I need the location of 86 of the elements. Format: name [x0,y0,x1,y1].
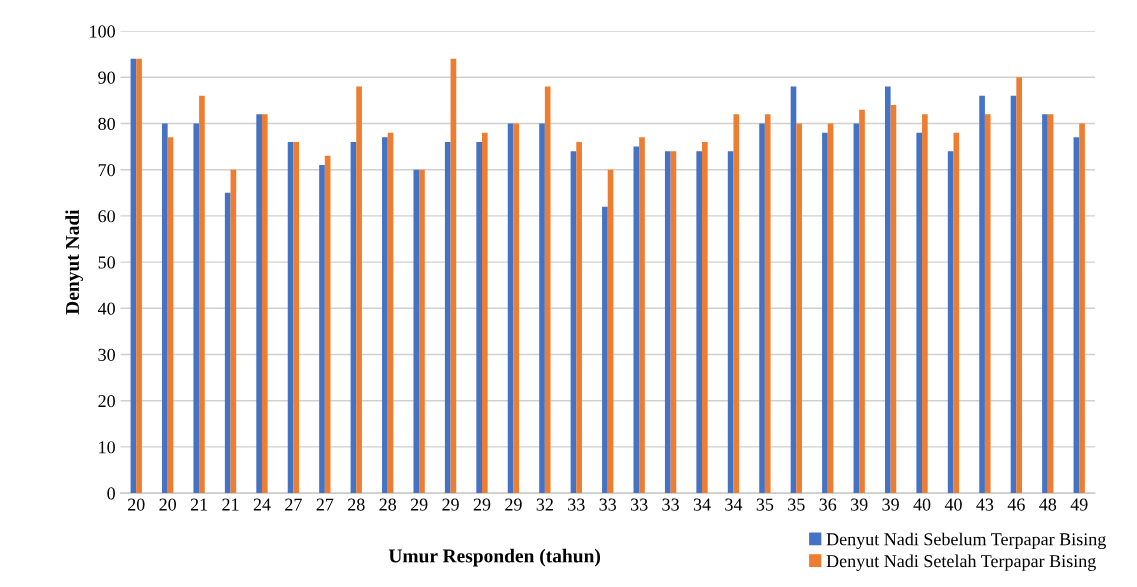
legend-label: Denyut Nadi Setelah Terpapar Bising [826,554,1096,571]
bar [356,86,362,494]
bar [884,86,891,494]
x-tick-label: 20 [159,498,177,511]
bar [413,169,420,494]
bar [382,137,388,494]
bar [759,123,765,494]
bar [319,165,325,494]
y-tick-label: 90 [98,71,115,84]
x-axis-title: Umur Responden (tahun) [388,548,600,567]
bar [1042,114,1048,494]
bar [193,123,200,494]
y-tick-label: 30 [98,348,115,361]
bar [576,141,582,494]
bar [1079,123,1085,494]
x-tick-label: 35 [788,498,805,511]
x-tick-label: 46 [1007,498,1025,511]
x-tick-label: 27 [285,498,302,511]
x-tick-label: 33 [662,498,679,511]
bar [764,114,771,494]
x-tick-label: 39 [851,498,868,511]
x-tick-label: 33 [568,498,585,511]
x-tick-label: 28 [379,498,397,511]
x-tick-label: 32 [536,498,553,511]
bar [261,114,268,494]
x-tick-label: 36 [819,498,837,511]
x-tick-label: 35 [756,498,774,511]
y-tick-label: 60 [98,210,115,223]
x-tick-label: 29 [505,498,522,511]
bar [979,95,985,494]
bar [702,141,708,494]
y-tick-label: 40 [97,302,115,315]
x-tick-label: 40 [944,498,962,511]
bar [482,132,488,494]
x-tick-label: 29 [442,498,459,511]
bar [984,114,991,494]
bar [733,114,740,494]
y-tick-label: 20 [98,394,115,408]
x-tick-label: 39 [882,498,899,511]
bar [1016,77,1023,494]
bar [544,86,551,494]
bar [444,141,451,494]
x-tick-label: 40 [913,498,931,511]
bar [602,206,608,494]
bar [539,123,545,494]
bar [822,132,828,494]
legend-label: Denyut Nadi Sebelum Terpapar Bising [826,532,1106,550]
x-tick-label: 27 [316,498,334,511]
bar [696,151,703,494]
bar [256,114,262,494]
bar [136,58,142,494]
bar [953,132,960,494]
y-tick-label: 100 [90,25,115,38]
x-tick-label: 34 [725,498,743,511]
x-tick-label: 29 [473,498,491,511]
x-tick-label: 49 [1070,498,1088,511]
x-tick-label: 48 [1039,498,1057,511]
x-tick-label: 33 [630,498,648,511]
x-tick-label: 34 [693,498,711,511]
x-tick-label: 20 [128,498,145,511]
x-tick-label: 29 [410,498,428,511]
bar [476,141,482,494]
x-tick-label: 21 [222,498,239,511]
bar [916,132,923,494]
x-tick-label: 33 [599,498,617,511]
x-tick-label: 24 [253,498,271,511]
bar [224,192,231,494]
bar [859,109,865,494]
bar [293,141,300,494]
y-tick-label: 0 [107,487,115,500]
bar [199,95,205,494]
bar [922,114,928,494]
x-tick-label: 43 [976,498,994,511]
bar [639,137,645,494]
y-tick-label: 50 [98,256,115,269]
y-axis-title: Denyut Nadi [65,209,84,315]
y-tick-label: 80 [98,117,115,130]
x-tick-label: 28 [348,498,365,511]
bar [419,169,425,494]
bar [796,123,802,494]
bar [664,151,671,494]
y-tick-label: 70 [98,163,115,177]
bar [513,123,520,494]
x-tick-label: 21 [190,498,208,511]
bar [162,123,168,494]
y-tick-label: 10 [99,441,115,454]
